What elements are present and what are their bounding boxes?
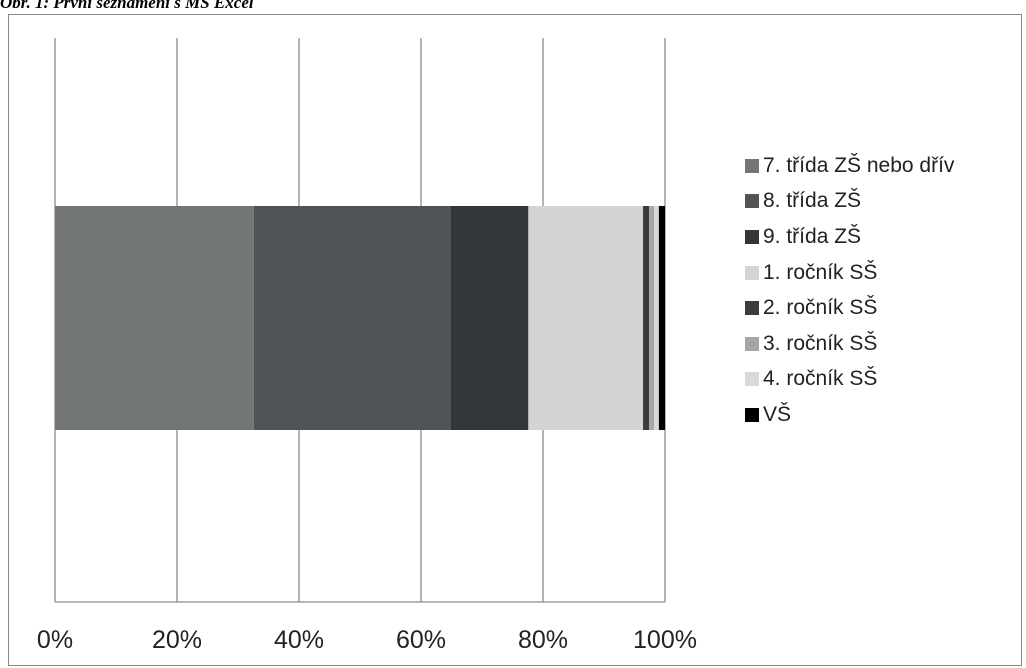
- bar-segment: [528, 206, 644, 430]
- legend-item: 8. třída ZŠ: [745, 184, 954, 220]
- x-tick-label: 100%: [633, 626, 697, 654]
- legend-label: 1. ročník SŠ: [763, 260, 878, 284]
- legend-swatch: [745, 229, 759, 244]
- legend-label: VŠ: [763, 402, 792, 426]
- x-axis-tick-labels: 0% 20% 40% 60% 80% 100%: [37, 626, 697, 654]
- legend-swatch: [745, 301, 759, 316]
- x-tick-label: 20%: [152, 626, 202, 654]
- bar-segment: [253, 206, 451, 430]
- legend: 7. třída ZŠ nebo dřív 8. třída ZŠ 9. třída…: [745, 148, 954, 433]
- legend-item: 7. třída ZŠ nebo dřív: [745, 148, 954, 184]
- bar-segment: [450, 206, 529, 430]
- legend-label: 4. ročník SŠ: [763, 367, 878, 391]
- bar-segment: [649, 206, 655, 430]
- legend-item: 2. ročník SŠ: [745, 290, 954, 326]
- x-tick-label: 0%: [37, 626, 73, 654]
- legend-item: VŠ: [745, 397, 954, 433]
- legend-label: 7. třída ZŠ nebo dřív: [763, 153, 955, 177]
- bar-segment: [55, 206, 254, 430]
- legend-item: 4. ročník SŠ: [745, 362, 954, 398]
- legend-swatch: [745, 158, 759, 173]
- stacked-bar: [55, 206, 665, 430]
- legend-swatch: [745, 194, 759, 209]
- legend-swatch: [745, 265, 759, 280]
- legend-item: 9. třída ZŠ: [745, 219, 954, 255]
- legend-label: 3. ročník SŠ: [763, 331, 878, 355]
- bar-segment: [654, 206, 659, 430]
- legend-swatch: [745, 336, 759, 351]
- legend-label: 9. třída ZŠ: [763, 224, 862, 248]
- figure-caption: Obr. 1: První seznámení s MS Excel: [0, 0, 254, 12]
- legend-label: 2. ročník SŠ: [763, 296, 878, 320]
- x-tick-label: 40%: [274, 626, 324, 654]
- legend-label: 8. třída ZŠ: [763, 189, 862, 213]
- legend-swatch: [745, 407, 759, 422]
- legend-swatch: [745, 372, 759, 387]
- legend-item: 1. ročník SŠ: [745, 255, 954, 291]
- x-tick-label: 60%: [396, 626, 446, 654]
- bar-segment: [643, 206, 650, 430]
- legend-item: 3. ročník SŠ: [745, 326, 954, 362]
- x-tick-label: 80%: [518, 626, 568, 654]
- bar-segment: [658, 206, 665, 430]
